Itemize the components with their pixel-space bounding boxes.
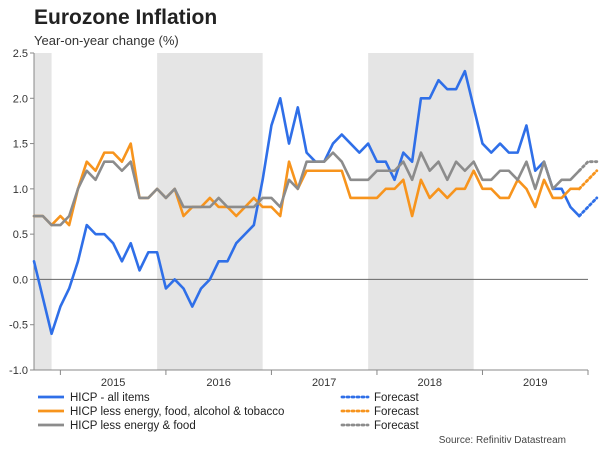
y-tick-label: 2.5 <box>13 48 28 60</box>
legend: HICP - all items HICP less energy, food, … <box>38 392 420 432</box>
x-tick-label: 2019 <box>523 377 547 389</box>
y-tick-label: 0.0 <box>13 274 28 286</box>
y-tick-label: 0.5 <box>13 229 28 241</box>
forecast-line-2 <box>577 160 599 173</box>
legend-label: Forecast <box>374 392 420 404</box>
series-line-1 <box>32 142 581 227</box>
series-lines <box>32 69 599 336</box>
chart-source: Source: Refinitiv Datastream <box>439 435 566 446</box>
shaded-band <box>34 53 52 370</box>
x-axis: 2015 2016 2017 2018 2019 <box>34 369 589 389</box>
forecast-line-0 <box>577 196 599 218</box>
x-tick-label: 2015 <box>101 377 125 389</box>
shaded-periods <box>34 53 474 370</box>
x-tick-label: 2016 <box>206 377 230 389</box>
legend-label: HICP less energy & food <box>70 420 196 432</box>
x-tick-label: 2017 <box>312 377 336 389</box>
legend-label: HICP - all items <box>70 392 150 404</box>
y-tick-label: -0.5 <box>9 320 28 332</box>
legend-label: HICP less energy, food, alcohol & tobacc… <box>70 406 284 418</box>
shaded-band <box>157 53 263 370</box>
chart-subtitle: Year-on-year change (%) <box>34 33 179 48</box>
series-line-2 <box>32 151 581 227</box>
forecast-line-1 <box>577 169 599 191</box>
y-tick-label: -1.0 <box>9 365 28 377</box>
chart-title: Eurozone Inflation <box>34 6 217 29</box>
y-tick-label: 1.5 <box>13 139 28 151</box>
legend-label: Forecast <box>374 406 420 418</box>
x-tick-label: 2018 <box>417 377 441 389</box>
y-axis: -1.0 -0.5 0.0 0.5 1.0 1.5 2.0 2.5 <box>9 48 588 377</box>
y-tick-label: 1.0 <box>13 184 28 196</box>
series-line-0 <box>32 69 581 336</box>
y-tick-label: 2.0 <box>13 93 28 105</box>
legend-label: Forecast <box>374 420 420 432</box>
